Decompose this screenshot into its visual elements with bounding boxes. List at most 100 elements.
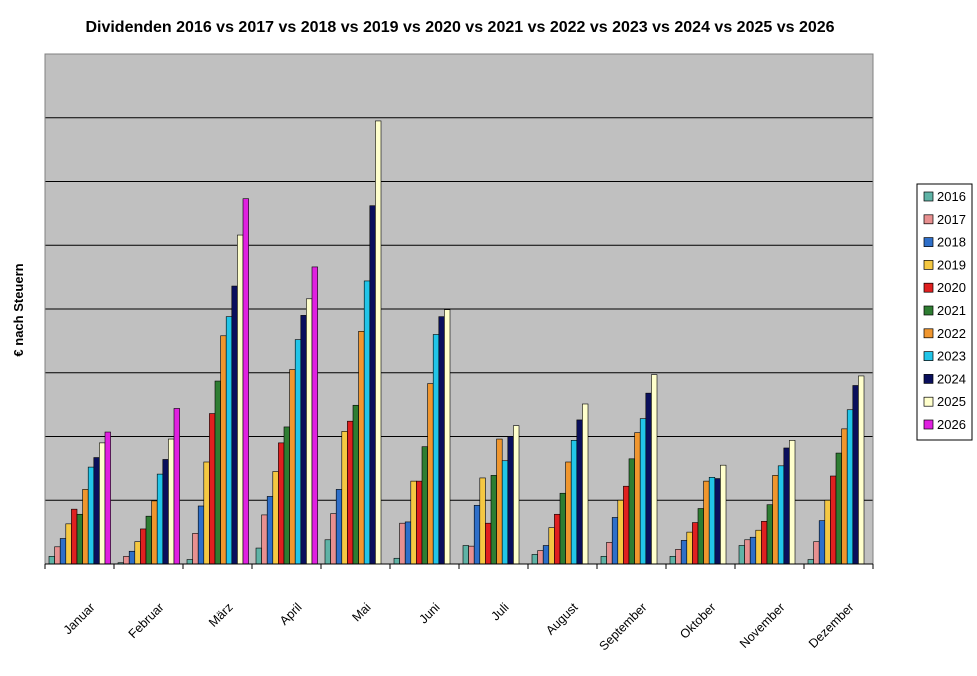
bar-2023-November	[777, 465, 785, 565]
bar-2024-April	[300, 315, 307, 565]
bar-2021-Juni	[421, 446, 428, 565]
bar-2018-April	[266, 496, 274, 565]
bar-2025-Oktober	[720, 464, 727, 565]
legend-label-2018: 2018	[937, 235, 966, 250]
bar-2016-Dezember	[807, 559, 814, 565]
bar-2023-Mai	[363, 280, 371, 565]
bar-2017-Januar	[54, 546, 61, 565]
bar-2024-März	[231, 285, 238, 565]
bar-2026-Januar	[104, 431, 111, 565]
x-tick-label: Dezember	[806, 600, 857, 651]
bar-2016-März	[186, 559, 193, 565]
bar-2022-Oktober	[703, 480, 710, 565]
bar-2017-Oktober	[675, 549, 682, 565]
bar-2025-November	[789, 440, 796, 565]
bar-2018-Januar	[59, 538, 67, 565]
bar-2020-September	[623, 485, 630, 565]
bar-2018-Juli	[473, 505, 481, 565]
bar-2017-März	[192, 533, 199, 565]
bar-2017-August	[537, 550, 544, 565]
x-tick-label: Februar	[126, 600, 167, 641]
legend-label-2025: 2025	[937, 394, 966, 409]
bar-2019-November	[755, 529, 762, 565]
bar-2021-August	[559, 492, 566, 565]
bar-2024-September	[645, 392, 652, 565]
bar-2022-Februar	[151, 500, 158, 565]
bar-2018-Oktober	[680, 540, 688, 565]
bar-2025-März	[237, 234, 244, 565]
bar-2022-Juni	[427, 383, 434, 565]
bar-2022-Juli	[496, 438, 503, 565]
bar-2019-Februar	[134, 541, 141, 565]
legend-swatch-2022	[923, 328, 934, 339]
bar-2020-Oktober	[692, 522, 699, 565]
bar-2023-September	[639, 418, 647, 565]
legend-label-2024: 2024	[937, 371, 966, 386]
bar-2026-März	[242, 198, 249, 565]
legend-swatch-2016	[923, 191, 934, 202]
bar-2022-März	[220, 335, 227, 565]
bar-2020-Januar	[71, 508, 78, 565]
bar-2020-April	[278, 442, 285, 565]
bar-2024-Juli	[507, 436, 514, 565]
bar-2022-Mai	[358, 331, 365, 565]
bar-2018-Dezember	[818, 520, 826, 565]
legend-label-2016: 2016	[937, 189, 966, 204]
bar-2017-April	[261, 514, 268, 565]
bar-2020-Februar	[140, 528, 147, 565]
bar-2024-Oktober	[714, 478, 721, 565]
bar-2020-März	[209, 413, 216, 565]
bar-2023-August	[570, 440, 578, 565]
bar-2016-Oktober	[669, 556, 676, 565]
bar-2023-Januar	[87, 466, 95, 565]
legend-label-2026: 2026	[937, 417, 966, 432]
x-tick-label: August	[543, 600, 581, 638]
bar-2023-März	[225, 316, 233, 565]
x-axis: Januar Februar März April Mai Juni Juli August S…	[44, 563, 874, 653]
bar-2019-Oktober	[686, 531, 693, 565]
bar-2018-Februar	[128, 550, 136, 565]
bar-2016-Juni	[393, 557, 400, 565]
x-tick-label: Mai	[349, 600, 373, 624]
bar-2025-August	[582, 403, 589, 565]
bar-2018-März	[197, 505, 205, 565]
legend-label-2022: 2022	[937, 326, 966, 341]
bar-2017-Dezember	[813, 541, 820, 565]
x-tick-label: April	[277, 600, 305, 628]
bar-2024-November	[783, 447, 790, 565]
bar-2017-September	[606, 542, 613, 565]
legend-swatch-2018	[923, 237, 934, 247]
bar-2016-April	[255, 547, 262, 565]
legend-label-2020: 2020	[937, 280, 966, 295]
bar-2020-Dezember	[830, 475, 837, 565]
bar-2024-August	[576, 419, 583, 565]
bar-2021-September	[628, 458, 635, 565]
legend-swatch-2026	[923, 419, 934, 430]
legend-label-2021: 2021	[937, 303, 966, 318]
bar-2020-Juli	[485, 522, 492, 565]
legend-swatch-2017	[923, 214, 934, 225]
bar-2018-August	[542, 545, 550, 565]
x-tick-label: Oktober	[677, 600, 718, 641]
bar-2019-September	[617, 499, 624, 565]
bar-2026-Februar	[173, 408, 180, 565]
bar-2019-Mai	[341, 431, 348, 565]
bar-2023-Dezember	[846, 409, 854, 565]
bar-2022-Januar	[82, 489, 89, 565]
x-tick-label: Juni	[417, 600, 443, 626]
bar-2021-Februar	[145, 515, 152, 565]
bar-2020-Mai	[347, 420, 354, 565]
legend-swatch-2025	[923, 396, 934, 407]
legend-swatch-2023	[923, 351, 934, 361]
bar-2023-Juli	[501, 460, 509, 565]
x-tick-label: November	[737, 600, 788, 651]
y-axis-label: € nach Steuern	[11, 263, 26, 356]
bar-2018-Juni	[404, 521, 412, 565]
bar-2019-März	[203, 461, 210, 565]
x-tick-label: Juli	[488, 600, 511, 623]
bars	[48, 120, 865, 565]
bar-2019-April	[272, 471, 279, 565]
bar-2022-November	[772, 475, 779, 565]
bar-2021-Oktober	[697, 508, 704, 565]
